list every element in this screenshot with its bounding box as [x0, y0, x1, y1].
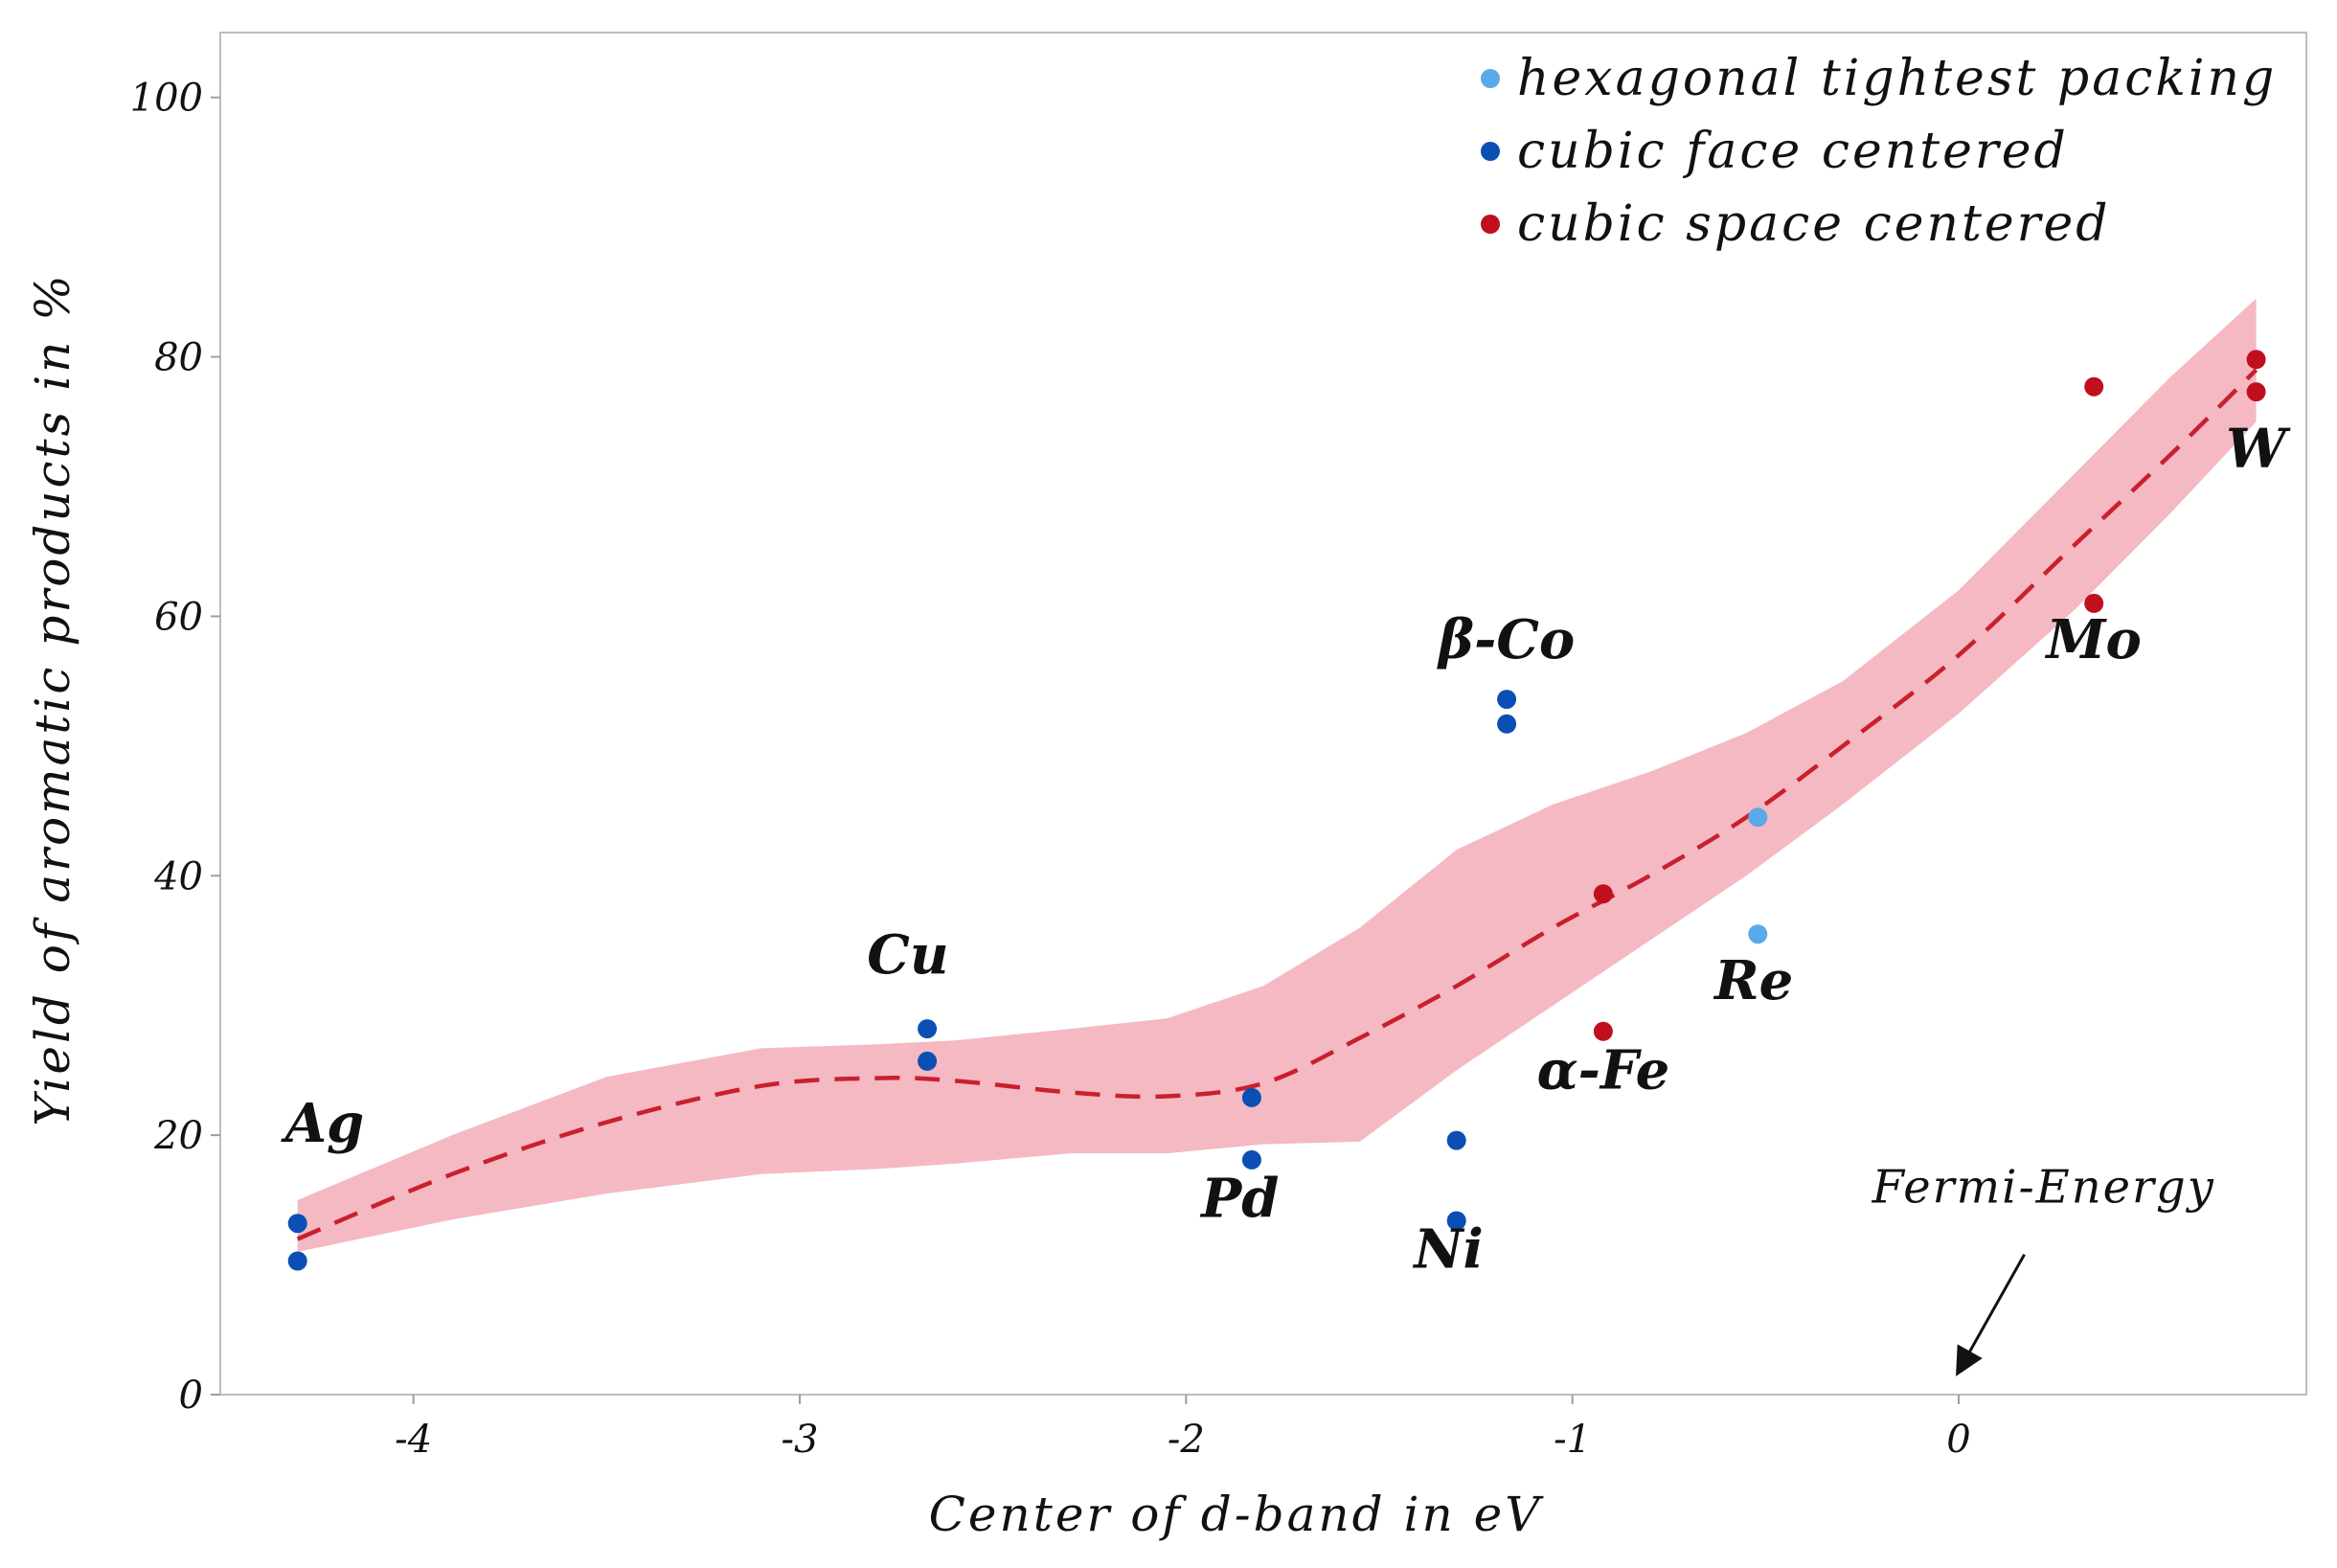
annotations: Fermi-Energy: [1872, 1161, 2215, 1376]
annotation-text: Fermi-Energy: [1872, 1161, 2215, 1215]
data-point: [1497, 714, 1517, 734]
data-point: [1497, 690, 1517, 710]
legend-marker: [1481, 69, 1500, 88]
x-tick-label: -1: [1554, 1418, 1591, 1462]
x-tick-label: -3: [782, 1418, 819, 1462]
point-label: Ag: [281, 1092, 365, 1155]
legend-label: cubic face centered: [1517, 123, 2069, 180]
legend-label: cubic space centered: [1517, 195, 2111, 253]
legend: hexagonal tightest packing cubic face cen…: [1481, 50, 2277, 253]
x-tick-label: -4: [395, 1418, 432, 1462]
x-axis-title: Center of d-band in eV: [929, 1487, 1545, 1542]
data-point: [1241, 1087, 1261, 1107]
data-point: [1593, 884, 1613, 904]
legend-marker: [1481, 215, 1500, 234]
y-tick-label: 60: [154, 595, 203, 639]
y-axis-ticks: 0 20 40 60 80 100: [130, 77, 220, 1418]
data-point: [1446, 1211, 1466, 1231]
y-tick-label: 100: [130, 77, 203, 121]
trend-confidence-band: [297, 298, 2257, 1253]
point-label: Re: [1713, 949, 1793, 1012]
legend-label: hexagonal tightest packing: [1517, 50, 2277, 107]
y-tick-label: 0: [179, 1374, 203, 1418]
data-point: [287, 1251, 307, 1271]
plot-frame: [219, 32, 2307, 1396]
data-point: [1446, 1130, 1466, 1150]
point-label: Ni: [1412, 1217, 1483, 1281]
point-label: Mo: [2045, 608, 2142, 671]
data-point: [2246, 350, 2266, 370]
data-points: [287, 350, 2266, 1271]
y-tick-label: 40: [153, 854, 203, 898]
point-label: Cu: [867, 923, 948, 987]
annotation-arrow: [1956, 1253, 2026, 1376]
point-label: β-Co: [1437, 608, 1575, 671]
legend-marker: [1481, 142, 1500, 161]
point-label: W: [2226, 418, 2291, 481]
plot-border: [219, 32, 2307, 1396]
x-axis-ticks: -4 -3 -2 -1 0: [395, 1395, 1971, 1462]
confidence-band-area: [297, 298, 2257, 1253]
point-labels: Ag Cu Pd Ni β-Co α-Fe Re Mo W: [281, 418, 2292, 1282]
x-tick-label: -2: [1168, 1418, 1205, 1462]
data-point: [918, 1051, 938, 1071]
trend-dashed-line: [296, 368, 2258, 1241]
data-point: [1748, 924, 1768, 944]
data-point: [2084, 593, 2104, 613]
point-label: α-Fe: [1537, 1038, 1670, 1102]
data-point: [287, 1214, 307, 1234]
point-label: Pd: [1199, 1168, 1279, 1231]
data-point: [1593, 1021, 1613, 1041]
y-axis-title: Yield of aromatic products in %: [25, 272, 80, 1126]
y-tick-label: 80: [154, 336, 203, 380]
data-point: [918, 1019, 938, 1039]
data-point: [2246, 382, 2266, 402]
data-point: [1748, 807, 1768, 828]
trend-line: [296, 368, 2258, 1241]
data-point: [1241, 1149, 1261, 1170]
x-tick-label: 0: [1946, 1418, 1970, 1462]
data-point: [2084, 376, 2104, 397]
y-tick-label: 20: [153, 1114, 203, 1158]
